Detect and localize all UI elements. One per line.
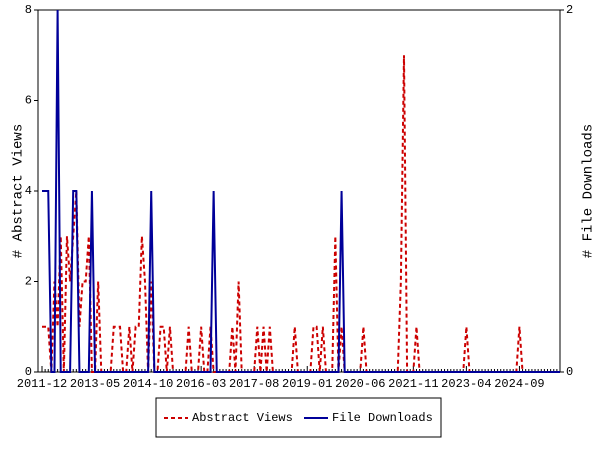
x-tick-label: 2024-09 bbox=[494, 377, 544, 391]
series-line bbox=[42, 55, 560, 373]
legend-label: File Downloads bbox=[332, 411, 433, 425]
x-tick-label: 2020-06 bbox=[335, 377, 385, 391]
y2-axis-label: # File Downloads bbox=[581, 124, 597, 258]
plot-frame bbox=[37, 9, 561, 373]
y2-tick-label: 2 bbox=[566, 3, 573, 17]
y-tick-label: 6 bbox=[25, 94, 32, 108]
series-line bbox=[42, 9, 560, 373]
x-tick-label: 2013-05 bbox=[70, 377, 120, 391]
x-tick-label: 2023-04 bbox=[441, 377, 491, 391]
y-tick-label: 4 bbox=[25, 184, 32, 198]
y-tick-label: 2 bbox=[25, 275, 32, 289]
x-tick-label: 2021-11 bbox=[388, 377, 438, 391]
y-tick-label: 0 bbox=[25, 365, 32, 379]
legend-box bbox=[155, 397, 442, 438]
legend-label: Abstract Views bbox=[192, 411, 293, 425]
x-tick-label: 2017-08 bbox=[229, 377, 279, 391]
x-tick-label: 2014-10 bbox=[123, 377, 173, 391]
y2-tick-label: 0 bbox=[566, 365, 573, 379]
x-tick-label: 2019-01 bbox=[282, 377, 332, 391]
y-tick-label: 8 bbox=[25, 3, 32, 17]
x-tick-label: 2016-03 bbox=[176, 377, 226, 391]
y-axis-label: # Abstract Views bbox=[11, 124, 27, 258]
x-tick-label: 2011-12 bbox=[17, 377, 67, 391]
